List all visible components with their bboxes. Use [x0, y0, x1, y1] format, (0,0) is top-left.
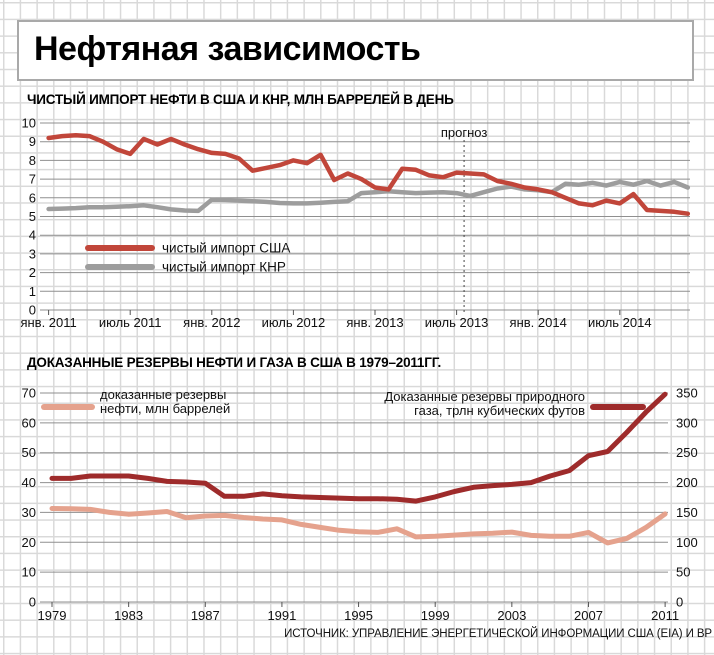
- y-tick-label-right: 200: [676, 475, 698, 490]
- y-tick-label-right: 350: [676, 386, 698, 401]
- y-tick-label-left: 60: [22, 415, 36, 430]
- y-tick-label: 3: [29, 246, 36, 261]
- chart1-heading: ЧИСТЫЙ ИМПОРТ НЕФТИ В США И КНР, МЛН БАР…: [27, 92, 454, 107]
- x-tick-label: 1983: [114, 608, 143, 623]
- x-tick-label: 2011: [651, 608, 679, 623]
- forecast-label: прогноз: [441, 125, 488, 140]
- y-tick-label: 7: [29, 172, 36, 187]
- x-tick-label: янв. 2012: [183, 315, 240, 330]
- x-tick-label: 1991: [267, 608, 296, 623]
- x-tick-label: 1987: [191, 608, 220, 623]
- y-tick-label-left: 50: [22, 445, 36, 460]
- y-tick-label: 9: [29, 134, 36, 149]
- x-tick-label: 2003: [497, 608, 526, 623]
- proven-reserves-chart: 0 0 10 50 20 100 30 150 40 200 50 250 60 300 70 350 1979…: [22, 386, 698, 624]
- x-tick-label: 1979: [38, 608, 67, 623]
- y-tick-label-left: 30: [22, 505, 36, 520]
- x-tick-label: янв. 2013: [346, 315, 403, 330]
- legend-label-oil-line2: нефти, млн баррелей: [100, 401, 230, 416]
- chart2-heading: ДОКАЗАННЫЕ РЕЗЕРВЫ НЕФТИ И ГАЗА В США В …: [27, 355, 442, 370]
- y-tick-label: 10: [22, 116, 36, 131]
- net-oil-imports-chart: 0 1 2 3 4 5 6 7 8 9 10 янв. 2011 июль 2011 янв. 2012 и…: [20, 116, 691, 330]
- x-tick-label: июль 2013: [425, 315, 489, 330]
- legend-label-gas-line1: Доказанные резервы природного: [384, 389, 585, 404]
- title-box: Нефтяная зависимость: [17, 20, 694, 81]
- y-tick-label: 5: [29, 209, 36, 224]
- y-tick-label: 0: [29, 303, 36, 318]
- y-tick-label-right: 150: [676, 505, 698, 520]
- x-tick-label: 1999: [421, 608, 450, 623]
- x-tick-label: июль 2011: [99, 315, 162, 330]
- legend-label-gas-line2: газа, трлн кубических футов: [414, 403, 585, 418]
- legend-label-oil-line1: доказанные резервы: [100, 387, 226, 402]
- x-tick-label: 2007: [574, 608, 603, 623]
- legend-label-chn: чистый импорт КНР: [162, 260, 286, 275]
- x-tick-label: янв. 2011: [20, 315, 76, 330]
- y-tick-label-right: 100: [676, 535, 698, 550]
- y-tick-label-left: 70: [22, 386, 36, 401]
- y-tick-label: 8: [29, 153, 36, 168]
- series-usa-line: [46, 132, 691, 216]
- y-tick-label: 4: [29, 228, 36, 243]
- y-tick-label-right: 0: [676, 595, 683, 610]
- x-tick-label: июль 2012: [262, 315, 326, 330]
- series-oil-line: [49, 506, 668, 546]
- y-tick-label: 6: [29, 190, 36, 205]
- y-tick-label-left: 40: [22, 475, 36, 490]
- y-tick-label-left: 20: [22, 535, 36, 550]
- y-tick-label: 1: [29, 284, 36, 299]
- legend-label-usa: чистый импорт США: [162, 241, 290, 256]
- series-chn-line: [46, 178, 691, 214]
- y-tick-label-right: 50: [676, 565, 690, 580]
- y-tick-label-left: 10: [22, 565, 36, 580]
- y-tick-label-right: 300: [676, 415, 698, 430]
- page-title: Нефтяная зависимость: [34, 30, 421, 68]
- y-tick-label: 2: [29, 265, 36, 280]
- x-tick-label: 1995: [344, 608, 373, 623]
- y-tick-label-right: 250: [676, 445, 698, 460]
- y-tick-label-left: 0: [29, 595, 36, 610]
- x-tick-label: янв. 2014: [510, 315, 567, 330]
- series-gas-line: [49, 391, 668, 504]
- x-tick-label: июль 2014: [588, 315, 652, 330]
- source-credit: ИСТОЧНИК: УПРАВЛЕНИЕ ЭНЕРГЕТИЧЕСКОЙ ИНФО…: [284, 628, 712, 640]
